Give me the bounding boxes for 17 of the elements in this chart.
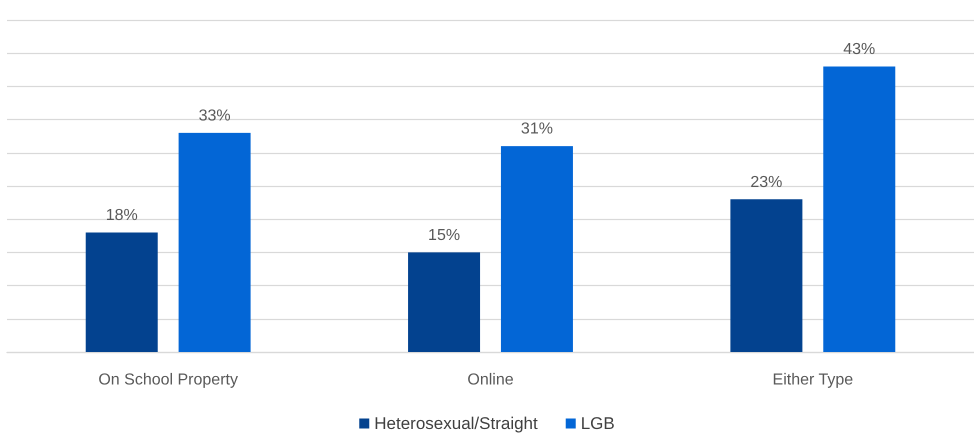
bar bbox=[408, 252, 480, 352]
data-label: 18% bbox=[106, 206, 138, 224]
legend-label: LGB bbox=[580, 414, 615, 433]
bar bbox=[86, 232, 158, 352]
bar bbox=[500, 146, 573, 352]
bar bbox=[178, 132, 251, 352]
bar bbox=[730, 199, 802, 352]
bar bbox=[823, 66, 896, 352]
data-label: 43% bbox=[843, 40, 876, 58]
data-label: 31% bbox=[520, 120, 553, 138]
data-label: 33% bbox=[198, 107, 231, 124]
legend-label: Heterosexual/Straight bbox=[374, 414, 538, 433]
x-tick-label: On School Property bbox=[98, 372, 238, 388]
x-tick-label: Online bbox=[467, 372, 514, 388]
x-tick-label: Either Type bbox=[772, 372, 854, 388]
data-label: 23% bbox=[750, 174, 782, 191]
data-label: 15% bbox=[428, 226, 460, 244]
